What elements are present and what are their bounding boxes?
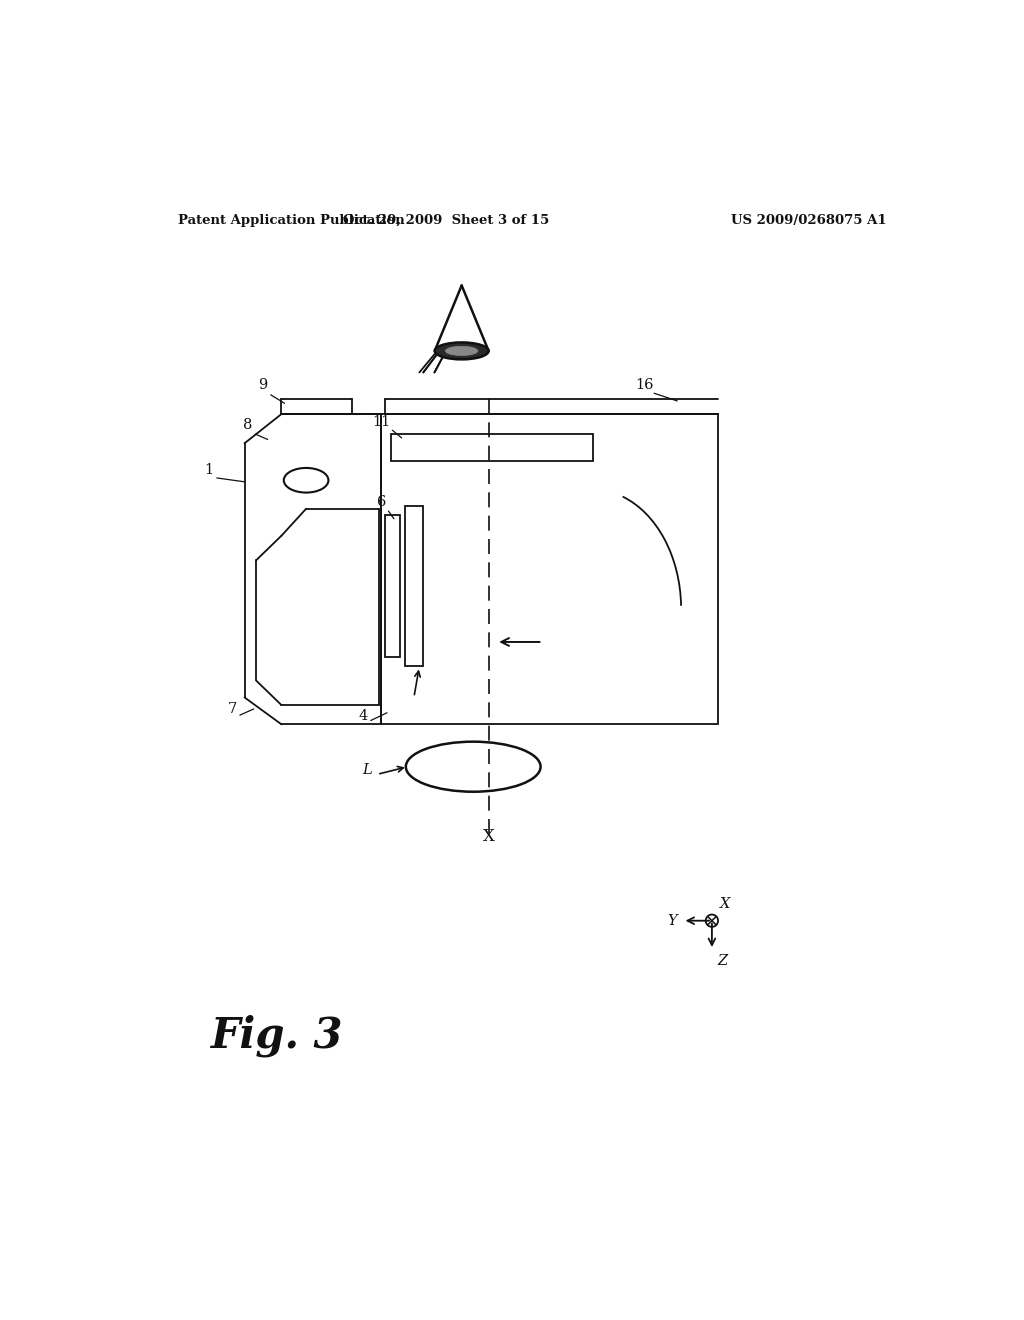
Text: 9: 9 <box>258 379 267 392</box>
Bar <box>391 434 593 461</box>
Text: 1: 1 <box>205 463 214 477</box>
Text: Z: Z <box>717 954 727 968</box>
Bar <box>381 414 718 725</box>
Text: Y: Y <box>667 913 677 928</box>
Text: 8: 8 <box>243 418 252 433</box>
Text: 4: 4 <box>358 710 368 723</box>
Text: 16: 16 <box>635 379 653 392</box>
Text: X: X <box>482 829 495 845</box>
Text: Fig. 3: Fig. 3 <box>211 1015 344 1057</box>
Ellipse shape <box>435 342 488 359</box>
Bar <box>385 515 400 657</box>
Text: X: X <box>720 898 730 911</box>
Bar <box>404 507 423 665</box>
Text: 7: 7 <box>227 702 237 715</box>
Text: L: L <box>361 763 372 777</box>
Text: 11: 11 <box>373 414 391 429</box>
Ellipse shape <box>445 346 478 355</box>
Text: 6: 6 <box>377 495 386 510</box>
Text: Patent Application Publication: Patent Application Publication <box>178 214 406 227</box>
Text: US 2009/0268075 A1: US 2009/0268075 A1 <box>731 214 887 227</box>
Text: Oct. 29, 2009  Sheet 3 of 15: Oct. 29, 2009 Sheet 3 of 15 <box>343 214 550 227</box>
